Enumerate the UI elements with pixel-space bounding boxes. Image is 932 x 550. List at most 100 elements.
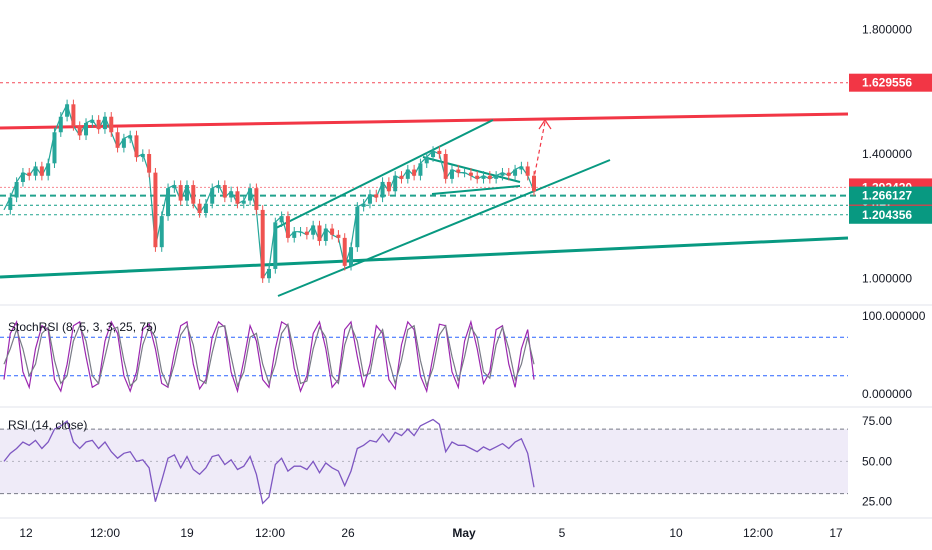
candle-body[interactable] [65, 104, 70, 117]
red-resistance-line[interactable] [0, 112, 849, 130]
channel-lower-line[interactable] [277, 159, 611, 297]
candle-body[interactable] [273, 222, 278, 269]
candle-body[interactable] [367, 194, 372, 204]
candle-body[interactable] [481, 175, 486, 179]
stoch-rsi-panel[interactable]: StochRSI (8, 5, 3, 3, 25, 75) 100.000000… [0, 304, 932, 401]
candle-body[interactable] [210, 188, 215, 204]
candle-body[interactable] [330, 228, 335, 235]
candle-body[interactable] [241, 200, 246, 204]
candle-body[interactable] [46, 163, 51, 176]
candle-body[interactable] [52, 132, 57, 164]
candle-body[interactable] [184, 185, 189, 201]
candle-body[interactable] [304, 231, 309, 235]
candle-body[interactable] [437, 150, 442, 154]
candle-body[interactable] [386, 181, 391, 192]
candle-body[interactable] [519, 166, 524, 170]
candle-body[interactable] [109, 116, 114, 133]
candle-body[interactable] [14, 181, 19, 198]
candle-body[interactable] [317, 225, 322, 241]
candle-body[interactable] [431, 150, 436, 158]
candle-body[interactable] [506, 172, 511, 176]
candle-body[interactable] [33, 166, 38, 176]
candle-body[interactable] [203, 203, 208, 214]
rsi-panel[interactable]: RSI (14, close) 75.00 50.00 25.00 [0, 406, 932, 509]
candle-body[interactable] [424, 157, 429, 164]
candle-body[interactable] [77, 126, 82, 136]
candle-body[interactable] [260, 209, 265, 279]
candle-body[interactable] [418, 163, 423, 176]
candle-body[interactable] [115, 132, 120, 148]
triangle-upper-line[interactable] [422, 156, 521, 183]
candle-body[interactable] [140, 154, 145, 158]
candle-body[interactable] [229, 191, 234, 198]
candle-body[interactable] [58, 116, 63, 133]
candle-body[interactable] [285, 216, 290, 238]
candle-body[interactable] [449, 169, 454, 179]
candle-body[interactable] [336, 234, 341, 238]
candle-body[interactable] [96, 119, 101, 130]
candle-body[interactable] [222, 185, 227, 198]
candle-body[interactable] [323, 228, 328, 241]
candle-body[interactable] [525, 166, 530, 176]
candle-body[interactable] [102, 116, 107, 130]
candle-body[interactable] [39, 166, 44, 176]
candle-body[interactable] [71, 104, 76, 127]
stoch-rsi-lines[interactable] [3, 319, 535, 394]
candle-body[interactable] [494, 175, 499, 179]
candle-body[interactable] [128, 135, 133, 139]
candle-body[interactable] [513, 169, 518, 176]
rsi-line[interactable] [3, 418, 535, 505]
candle-body[interactable] [468, 172, 473, 176]
candle-body[interactable] [462, 172, 467, 174]
candle-body[interactable] [311, 225, 316, 235]
stoch-rsi-d-line[interactable] [3, 322, 535, 388]
candle-body[interactable] [191, 185, 196, 204]
candle-body[interactable] [380, 181, 385, 198]
candle-body[interactable] [121, 138, 126, 148]
candle-body[interactable] [153, 172, 158, 248]
candle-body[interactable] [27, 172, 32, 176]
candle-body[interactable] [412, 169, 417, 176]
candle-body[interactable] [349, 247, 354, 266]
channel-upper-line[interactable] [275, 119, 494, 229]
candle-body[interactable] [361, 203, 366, 207]
candle-body[interactable] [500, 172, 505, 176]
candle-body[interactable] [159, 216, 164, 248]
candle-body[interactable] [134, 135, 139, 158]
candle-body[interactable] [84, 122, 89, 136]
candle-body[interactable] [8, 197, 13, 210]
candle-body[interactable] [399, 175, 404, 179]
triangle-lower-line[interactable] [431, 185, 521, 195]
trendlines[interactable] [0, 112, 849, 297]
candle-body[interactable] [443, 154, 448, 179]
projection-arrow-line[interactable] [531, 121, 546, 189]
rsi-y-axis[interactable]: 75.00 50.00 25.00 [862, 414, 892, 509]
candle-body[interactable] [475, 175, 480, 179]
candle-body[interactable] [355, 206, 360, 248]
candle-body[interactable] [487, 175, 492, 179]
stoch-rsi-y-axis[interactable]: 100.000000 0.000000 [862, 309, 926, 401]
candle-body[interactable] [216, 185, 221, 189]
candle-body[interactable] [20, 172, 25, 182]
candle-body[interactable] [393, 175, 398, 192]
candle-body[interactable] [166, 188, 171, 217]
candle-body[interactable] [172, 185, 177, 189]
rsi-series-line[interactable] [3, 418, 535, 505]
candle-body[interactable] [342, 237, 347, 266]
candle-body[interactable] [374, 194, 379, 198]
candle-body[interactable] [147, 154, 152, 173]
candle-body[interactable] [405, 169, 410, 179]
candle-body[interactable] [298, 231, 303, 233]
candle-body[interactable] [178, 185, 183, 201]
candle-body[interactable] [197, 203, 202, 214]
green-support-line[interactable] [0, 236, 849, 279]
candle-body[interactable] [292, 231, 297, 238]
candle-body[interactable] [456, 169, 461, 173]
candle-body[interactable] [90, 119, 95, 123]
candle-body[interactable] [254, 188, 259, 210]
price-y-axis[interactable]: 1.800000 1.400000 1.000000 [862, 23, 912, 286]
candle-body[interactable] [235, 191, 240, 204]
price-candles[interactable] [3, 99, 536, 283]
